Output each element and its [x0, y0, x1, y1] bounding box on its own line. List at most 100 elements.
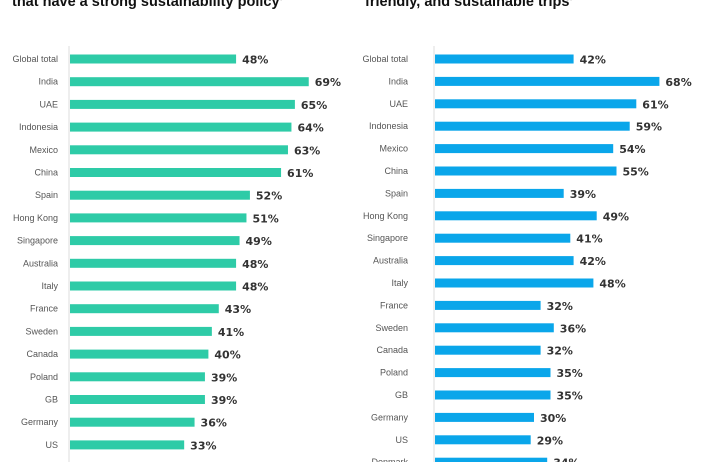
bar — [435, 300, 541, 310]
category-label: UAE — [39, 99, 58, 109]
category-label: Global total — [362, 54, 408, 64]
data-label: 36% — [201, 417, 227, 430]
data-label: 40% — [214, 349, 240, 362]
data-label: 39% — [570, 188, 596, 201]
bar — [435, 144, 614, 154]
category-label: Poland — [30, 372, 58, 382]
category-label: GB — [395, 390, 408, 400]
category-label: France — [380, 300, 408, 310]
bar — [435, 76, 660, 86]
category-label: Italy — [391, 278, 408, 288]
category-label: India — [38, 77, 58, 87]
data-label: 39% — [211, 394, 237, 407]
data-label: 54% — [619, 143, 645, 156]
bar — [435, 457, 548, 462]
bar — [70, 326, 212, 336]
category-label: France — [30, 304, 58, 314]
bar — [70, 440, 185, 450]
data-label: 32% — [547, 300, 573, 313]
bar — [70, 190, 250, 200]
data-label: 49% — [246, 235, 272, 248]
bar — [435, 188, 564, 198]
category-label: Mexico — [29, 145, 58, 155]
category-label: UAE — [389, 99, 408, 109]
category-label: Spain — [385, 188, 408, 198]
bar — [70, 213, 247, 223]
data-label: 68% — [665, 76, 691, 89]
bar — [70, 349, 209, 359]
category-label: Italy — [41, 281, 58, 291]
data-label: 41% — [576, 233, 602, 246]
bar — [435, 233, 571, 243]
data-label: 48% — [599, 278, 625, 291]
data-label: 52% — [256, 190, 282, 203]
data-label: 32% — [547, 345, 573, 358]
data-label: 35% — [557, 367, 583, 380]
category-label: Spain — [35, 190, 58, 200]
data-label: 39% — [211, 371, 237, 384]
data-label: 43% — [225, 303, 251, 316]
bar — [70, 417, 195, 427]
data-label: 48% — [242, 54, 268, 67]
bar — [70, 122, 292, 132]
bar — [70, 304, 219, 314]
data-label: 55% — [623, 166, 649, 179]
data-label: 51% — [252, 212, 278, 225]
bar — [435, 278, 594, 288]
data-label: 34% — [553, 457, 579, 462]
category-label: Sweden — [25, 326, 58, 336]
category-label: India — [388, 76, 408, 86]
bar — [435, 412, 534, 422]
data-label: 61% — [642, 98, 668, 111]
data-label: 41% — [218, 326, 244, 339]
bar — [435, 345, 541, 355]
bar — [435, 211, 597, 221]
category-label: Hong Kong — [13, 213, 58, 223]
bar — [70, 99, 295, 109]
category-label: Mexico — [379, 144, 408, 154]
data-label: 49% — [603, 210, 629, 223]
bar — [70, 168, 282, 177]
data-label: 61% — [287, 167, 313, 180]
category-label: Canada — [26, 349, 58, 359]
category-label: Australia — [23, 258, 58, 268]
left-chart-title: that have a strong sustainability policy… — [12, 0, 284, 10]
category-label: Australia — [373, 256, 408, 266]
data-label: 65% — [301, 99, 327, 112]
bar — [70, 281, 237, 291]
bar — [70, 54, 237, 64]
bar — [435, 121, 630, 131]
category-label: Singapore — [17, 236, 58, 246]
category-label: GB — [45, 395, 58, 405]
bar — [70, 395, 205, 404]
category-label: China — [384, 166, 408, 176]
data-label: 64% — [297, 122, 323, 135]
data-label: 33% — [190, 439, 216, 452]
bar — [435, 323, 554, 333]
category-label: Singapore — [367, 233, 408, 243]
bar — [435, 54, 574, 64]
bar — [70, 258, 237, 268]
data-label: 36% — [560, 322, 586, 335]
category-label: Germany — [21, 417, 59, 427]
category-label: Indonesia — [369, 121, 408, 131]
bar — [435, 435, 531, 445]
bar — [70, 236, 240, 246]
category-label: Indonesia — [19, 122, 58, 132]
category-label: Denmark — [371, 457, 408, 462]
bar — [435, 256, 574, 266]
bar — [70, 145, 288, 155]
category-label: Sweden — [375, 323, 408, 333]
category-label: Germany — [371, 412, 409, 422]
data-label: 59% — [636, 121, 662, 134]
data-label: 48% — [242, 281, 268, 294]
category-label: China — [34, 168, 58, 178]
category-label: US — [45, 440, 58, 450]
bar — [70, 372, 205, 382]
category-label: Poland — [380, 368, 408, 378]
bar — [435, 99, 637, 109]
data-label: 42% — [580, 255, 606, 268]
data-label: 35% — [557, 390, 583, 403]
data-label: 42% — [580, 54, 606, 67]
